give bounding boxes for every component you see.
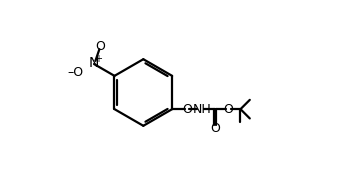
- Text: –O: –O: [67, 66, 83, 79]
- Text: O: O: [210, 122, 220, 135]
- Text: NH: NH: [193, 103, 211, 116]
- Text: N: N: [89, 56, 99, 70]
- Text: O: O: [95, 40, 105, 53]
- Text: O: O: [182, 103, 192, 116]
- Text: +: +: [94, 54, 102, 64]
- Text: O: O: [224, 103, 233, 116]
